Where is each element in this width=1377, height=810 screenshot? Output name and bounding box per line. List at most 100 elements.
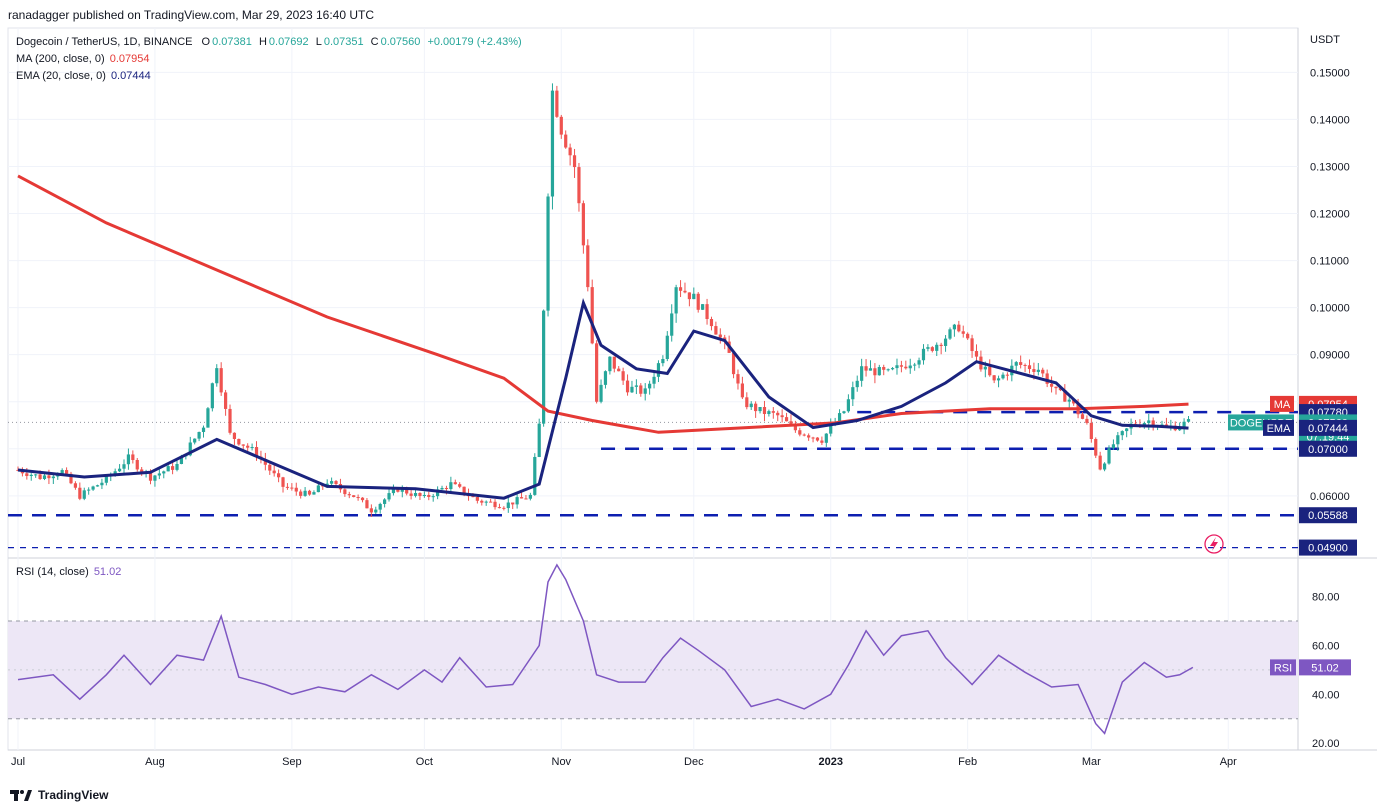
candle-body: [484, 501, 488, 503]
candle-body: [347, 494, 351, 496]
candle-body: [1098, 455, 1102, 470]
candle-body: [1014, 362, 1018, 366]
symbol-legend: Dogecoin / TetherUS, 1D, BINANCE O 0.0738…: [16, 36, 522, 48]
low-label: L: [315, 36, 322, 48]
candle-body: [254, 447, 259, 457]
candle-body: [405, 488, 409, 494]
candle-body: [175, 463, 179, 470]
price-unit: USDT: [1310, 34, 1340, 46]
price-tick-label: 0.15000: [1310, 67, 1350, 79]
open-value: 0.07381: [212, 36, 252, 48]
candle-body: [431, 496, 435, 498]
candle-body: [908, 365, 912, 369]
tradingview-footer: TradingView: [10, 788, 108, 802]
price-marker-box: [1299, 539, 1357, 556]
candle-body: [643, 388, 647, 394]
candle-body: [462, 486, 466, 495]
candle-body: [369, 508, 373, 513]
marker-tag: [1263, 419, 1294, 436]
candle-body: [100, 482, 104, 486]
candle-body: [1067, 399, 1071, 402]
candle-body: [736, 374, 740, 384]
marker-tag-label: EMA: [1267, 423, 1292, 435]
marker-tag-label: MA: [1274, 399, 1291, 411]
price-tick-label: 0.09000: [1310, 350, 1350, 362]
candle-body: [895, 365, 899, 369]
candle-body: [683, 290, 687, 293]
candle-body: [802, 434, 806, 436]
candle-body: [793, 423, 797, 431]
open-label: O: [201, 36, 211, 48]
candle-body: [449, 482, 453, 490]
candle-body: [352, 495, 356, 498]
candle-body: [277, 473, 281, 478]
candle-body: [913, 364, 917, 366]
tradingview-logo-icon: [10, 790, 32, 801]
candle-body: [166, 466, 170, 472]
candle-body: [807, 435, 811, 438]
candle-body: [104, 475, 108, 483]
candle-body: [758, 407, 762, 412]
candle-body: [701, 304, 705, 310]
candle-body: [1032, 369, 1036, 372]
rsi-line: [17, 563, 1194, 735]
candle-body: [656, 363, 661, 377]
candle-body: [957, 324, 961, 332]
candle-body: [559, 116, 563, 135]
candle-body: [413, 492, 418, 496]
candle-body: [754, 403, 758, 412]
candle-body: [877, 367, 881, 376]
candle-body: [135, 459, 139, 470]
candle-body: [489, 501, 493, 503]
candle-body: [873, 368, 877, 376]
change-value: +0.00179 (+2.43%): [427, 36, 522, 48]
candle-body: [899, 365, 903, 367]
candle-body: [648, 383, 652, 389]
candle-body: [69, 473, 73, 484]
time-tick-label: Feb: [958, 756, 977, 768]
candle-body: [409, 493, 413, 496]
price-marker-value: 0.07000: [1308, 444, 1348, 456]
candle-body: [113, 471, 117, 476]
candle-body: [1054, 386, 1058, 389]
candle-body: [179, 455, 184, 464]
ema-legend-value: 0.07444: [110, 70, 151, 82]
candle-body: [201, 427, 206, 433]
candle-body: [630, 386, 634, 393]
candle-body: [365, 500, 369, 509]
candle-body: [926, 347, 930, 349]
candle-body: [475, 496, 479, 501]
candle-body: [603, 371, 608, 385]
candle-body: [78, 487, 82, 499]
rsi-legend: RSI (14, close) 51.02: [16, 566, 121, 578]
candle-body: [652, 376, 656, 384]
candle-body: [837, 413, 842, 423]
candle-body: [1147, 420, 1151, 424]
candle-body: [387, 493, 391, 500]
time-tick-label: Jul: [11, 756, 25, 768]
candle-body: [921, 348, 926, 361]
lightning-icon-ring: [1204, 534, 1224, 554]
candle-body: [502, 507, 506, 509]
candle-body: [533, 456, 537, 495]
candle-body: [555, 90, 559, 117]
candle-body: [471, 496, 475, 498]
candle-body: [422, 494, 426, 497]
candle-body: [943, 338, 948, 346]
candle-body: [617, 368, 621, 372]
ma-200-line: [17, 174, 1189, 434]
candle-body: [992, 375, 996, 381]
candle-body: [334, 481, 338, 485]
candle-body: [453, 482, 457, 485]
candle-body: [148, 471, 153, 481]
price-tick-label: 0.14000: [1310, 114, 1350, 126]
candle-body: [444, 487, 449, 490]
ma-legend-label: MA (200, close, 0): [16, 53, 105, 65]
candle-body: [674, 287, 678, 314]
candle-body: [268, 464, 272, 471]
rsi-tick-label: 60.00: [1312, 640, 1340, 652]
candle-body: [312, 492, 316, 495]
price-tick-label: 0.06000: [1310, 491, 1350, 503]
symbol-name: Dogecoin / TetherUS, 1D, BINANCE: [16, 36, 193, 48]
candle-body: [95, 485, 100, 487]
